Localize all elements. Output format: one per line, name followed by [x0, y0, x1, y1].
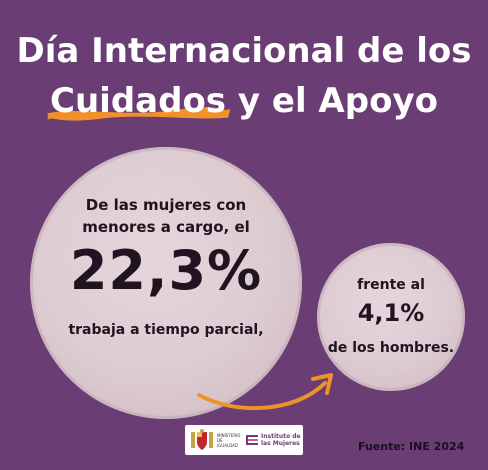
orange-brush-stroke-icon [47, 107, 231, 121]
spain-coat-of-arms-icon [191, 429, 213, 450]
institute-line2: las Mujeres [261, 440, 300, 447]
big-percentage: 22,3% [69, 239, 263, 302]
title-line-2-rest: y el Apoyo [226, 81, 438, 121]
instituto-mujeres-logo-icon [246, 435, 258, 445]
small-percentage: 4,1% [357, 299, 425, 327]
small-circle-line3: de los hombres. [327, 340, 455, 356]
big-circle-line2: menores a cargo, el [82, 218, 250, 236]
ministry-label: MINISTERIO DE IGUALDAD [217, 432, 241, 448]
big-circle-line3: trabaja a tiempo parcial, [68, 322, 264, 338]
small-circle-line1: frente al [357, 277, 425, 293]
logo-bar: MINISTERIO DE IGUALDAD Instituto de las … [185, 425, 303, 455]
institute-line1: Instituto de [261, 433, 301, 440]
title-line-2: Cuidados y el Apoyo [0, 81, 488, 121]
big-circle [30, 147, 302, 419]
highlighted-word: Cuidados [47, 84, 231, 121]
curved-arrow-icon [197, 373, 333, 411]
big-circle-line1: De las mujeres con [85, 196, 247, 214]
title-line-1: Día Internacional de los [16, 31, 472, 71]
institute-label: Instituto de las Mujeres [261, 433, 301, 447]
big-circle-intro: De las mujeres con menores a cargo, el [30, 194, 302, 238]
source-label: Fuente: INE 2024 [358, 440, 465, 453]
small-circle [317, 243, 465, 391]
